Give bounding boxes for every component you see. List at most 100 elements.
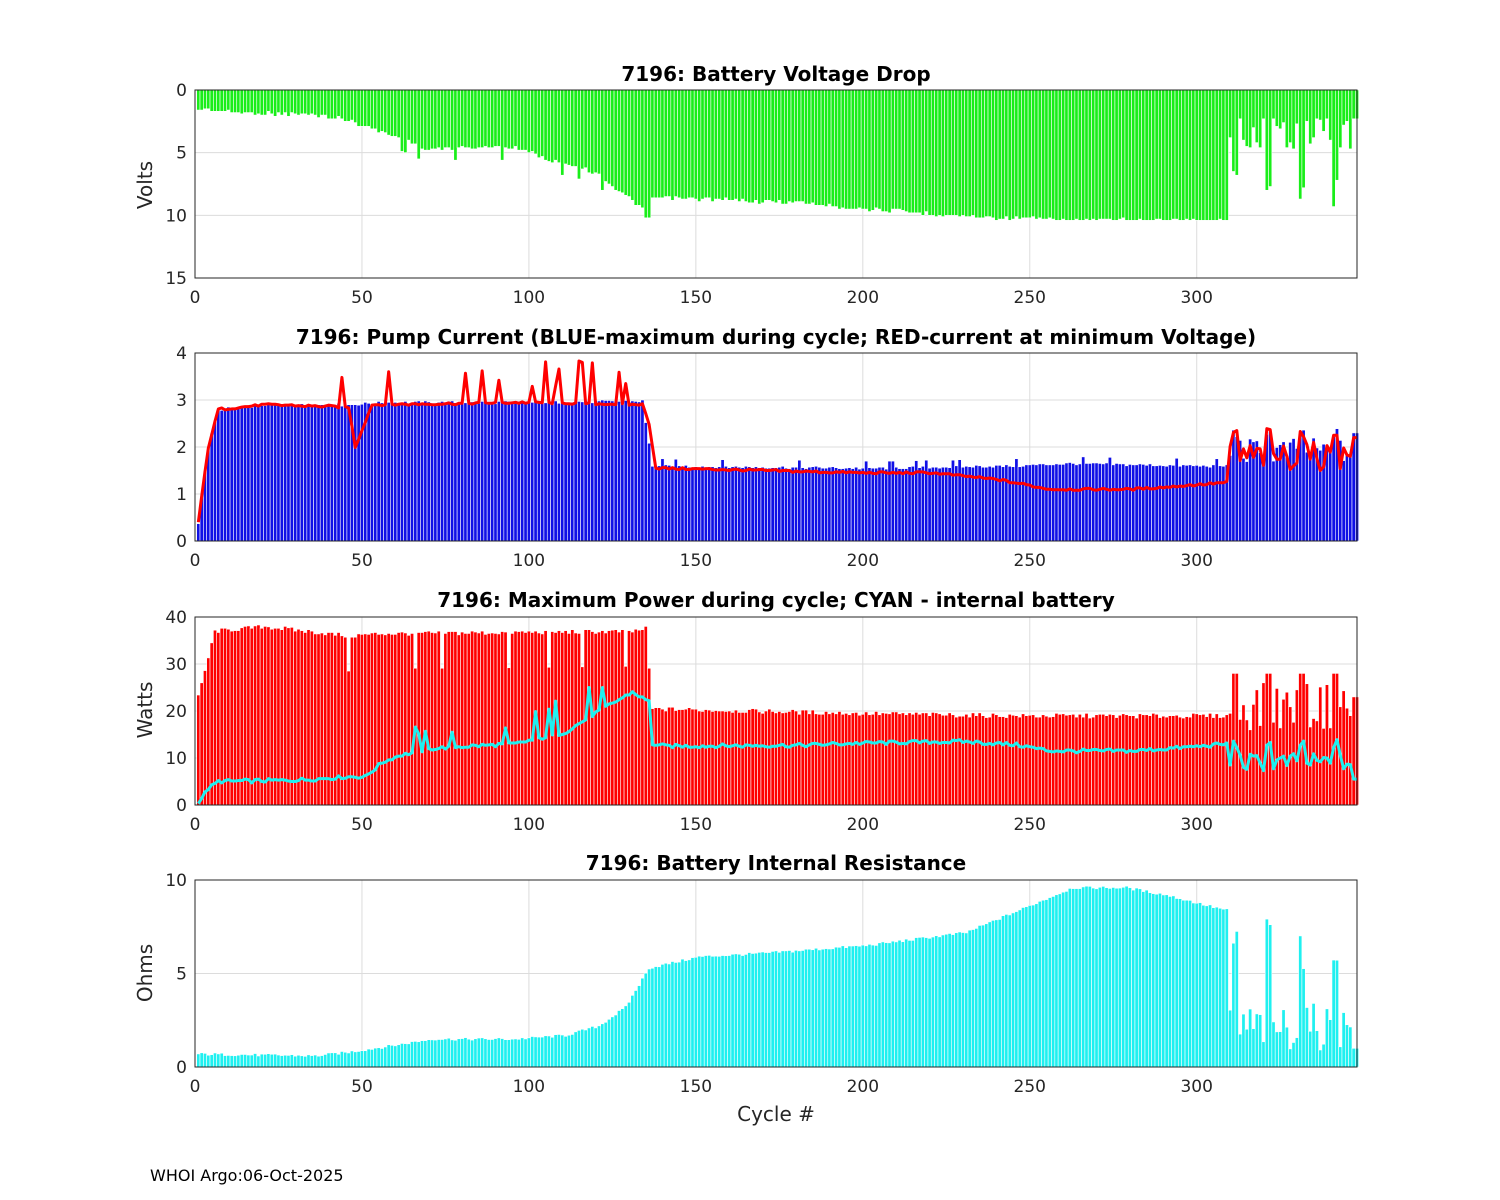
data-bar: [780, 712, 785, 806]
data-bar: [563, 630, 568, 806]
x-tick-label: 100: [513, 1077, 545, 1097]
data-bar: [1291, 721, 1296, 806]
data-bar: [991, 713, 996, 806]
data-bar: [403, 632, 408, 806]
data-bar: [583, 401, 588, 542]
data-bar: [1308, 454, 1313, 542]
data-bar: [1164, 89, 1169, 221]
data-bar: [867, 714, 872, 806]
data-bar: [884, 942, 889, 1068]
data-bar: [1331, 673, 1336, 806]
data-bar: [844, 947, 849, 1068]
data-bar: [486, 1039, 491, 1068]
data-bar: [900, 712, 905, 806]
data-bar: [1298, 673, 1303, 806]
data-bar: [927, 938, 932, 1068]
data-bar: [1351, 89, 1356, 120]
data-bar: [500, 89, 505, 161]
data-bar: [590, 1026, 595, 1068]
data-bar: [506, 89, 511, 150]
data-bar: [523, 1038, 528, 1068]
data-bar: [627, 89, 632, 197]
data-bar: [319, 89, 324, 116]
data-bar: [410, 402, 415, 542]
data-bar: [1188, 716, 1193, 806]
data-bar: [450, 631, 455, 806]
x-tick-label: 250: [1014, 551, 1046, 571]
data-bar: [997, 465, 1002, 542]
data-bar: [376, 89, 381, 133]
data-bar: [1107, 888, 1112, 1068]
data-bar: [697, 467, 702, 542]
data-bar: [219, 627, 224, 806]
data-bar: [206, 89, 211, 110]
data-bar: [587, 629, 591, 806]
data-bar: [283, 403, 288, 542]
data-bar: [560, 89, 565, 176]
data-bar: [1198, 465, 1203, 542]
data-bar: [1234, 931, 1239, 1068]
data-bar: [1148, 89, 1152, 221]
data-bar: [870, 89, 875, 211]
data-bar: [1304, 683, 1309, 806]
bars: [196, 399, 1359, 542]
data-bar: [707, 709, 712, 806]
data-bar: [390, 403, 394, 542]
data-bar: [553, 1034, 558, 1068]
data-bar: [1061, 713, 1066, 806]
data-bar: [1084, 885, 1089, 1068]
data-bar: [733, 465, 738, 542]
data-bar: [1238, 1033, 1243, 1068]
data-bar: [1201, 904, 1206, 1068]
data-bar: [530, 89, 535, 152]
data-bar: [1298, 89, 1303, 200]
data-bar: [737, 953, 742, 1068]
data-bar: [1081, 456, 1086, 542]
data-bar: [740, 467, 745, 542]
data-bar: [533, 89, 538, 155]
data-bar: [1097, 713, 1102, 806]
data-bar: [363, 1050, 368, 1068]
bars: [196, 624, 1359, 806]
data-bar: [536, 1036, 541, 1068]
data-bar: [934, 466, 939, 542]
data-bar: [1341, 460, 1346, 542]
data-bar: [977, 925, 982, 1068]
data-bar: [820, 467, 825, 542]
data-bar: [944, 714, 949, 806]
data-bar: [877, 942, 882, 1068]
data-bar: [640, 629, 645, 806]
data-bar: [991, 89, 996, 219]
x-tick-label: 100: [513, 815, 545, 835]
data-bar: [1107, 713, 1112, 806]
data-bar: [610, 400, 615, 542]
data-bar: [1278, 89, 1283, 130]
data-bar: [1288, 1048, 1293, 1068]
data-bar: [870, 944, 875, 1068]
data-bar: [236, 406, 241, 542]
data-bar: [523, 402, 528, 542]
data-bar: [787, 468, 792, 542]
data-bar: [206, 1054, 211, 1068]
data-bar: [556, 402, 561, 542]
data-bar: [780, 89, 785, 205]
data-bar: [279, 1055, 284, 1068]
data-bar: [1021, 907, 1026, 1068]
data-bar: [359, 89, 364, 127]
data-bar: [667, 89, 672, 197]
data-bar: [1348, 1026, 1353, 1068]
y-tick-label: 2: [176, 438, 187, 458]
data-bar: [897, 89, 902, 210]
data-bar: [984, 923, 989, 1068]
data-bar: [396, 89, 401, 138]
data-bar: [814, 465, 819, 542]
data-bar: [209, 89, 214, 112]
data-bar: [1261, 89, 1266, 120]
data-bar: [1181, 89, 1186, 221]
data-bar: [904, 468, 909, 542]
data-bar: [924, 89, 929, 212]
data-bar: [670, 961, 675, 1068]
data-bar: [1011, 466, 1016, 542]
data-bar: [723, 711, 728, 806]
data-bar: [1021, 713, 1026, 806]
